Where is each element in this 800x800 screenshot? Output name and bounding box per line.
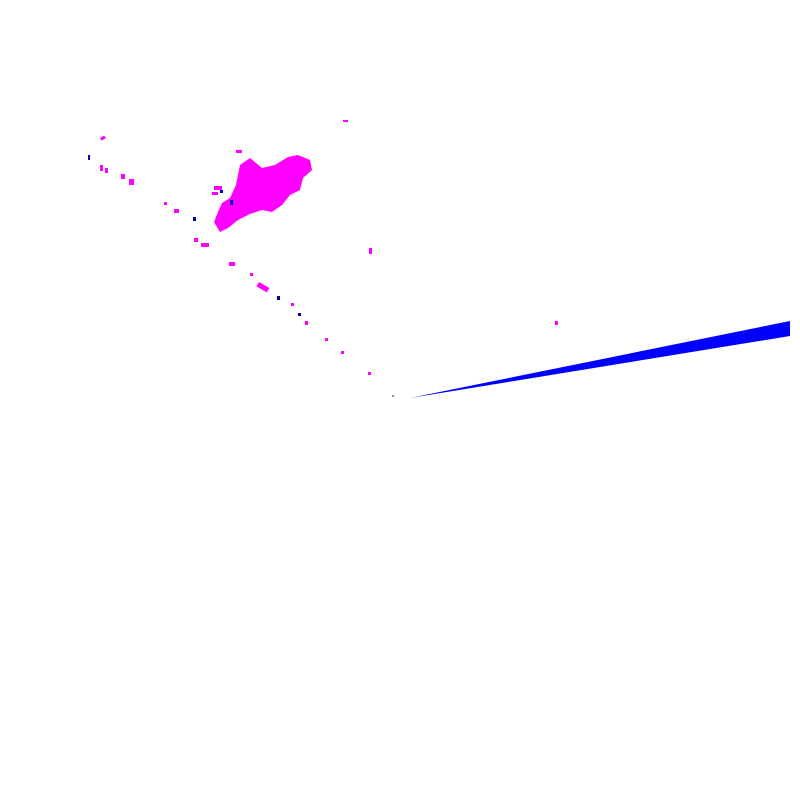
trail-mark [100,135,106,141]
trail-mark [174,209,179,213]
trail-mark [194,238,198,242]
speck [220,190,223,193]
trail-mark [298,313,301,316]
cluster-speck [343,120,348,122]
cluster-speck [212,192,218,195]
trail-mark [164,202,167,205]
cluster-speck [555,321,558,325]
trail-marks [88,135,394,397]
trail-mark [129,179,134,185]
speck [230,200,233,205]
trail-mark [193,217,196,221]
cluster-speck [236,150,242,153]
cluster-blob [214,155,312,232]
trail-mark [201,243,209,247]
trail-mark [392,395,394,397]
trail-mark [100,165,103,171]
trail-mark [105,168,108,173]
cluster-speck [369,248,372,254]
dark-specks [220,190,233,205]
trail-mark [277,296,280,300]
trail-mark [229,262,235,266]
trail-mark [121,174,125,179]
trail-mark [250,273,253,276]
trail-mark [256,282,270,293]
blue-wedge [410,321,790,398]
trail-mark [368,372,371,375]
magenta-cluster [212,120,558,325]
trail-mark [305,321,308,325]
trail-mark [341,351,344,354]
trail-mark [88,155,90,160]
cluster-speck [214,186,222,190]
trail-mark [291,303,294,306]
trail-mark [325,338,328,341]
